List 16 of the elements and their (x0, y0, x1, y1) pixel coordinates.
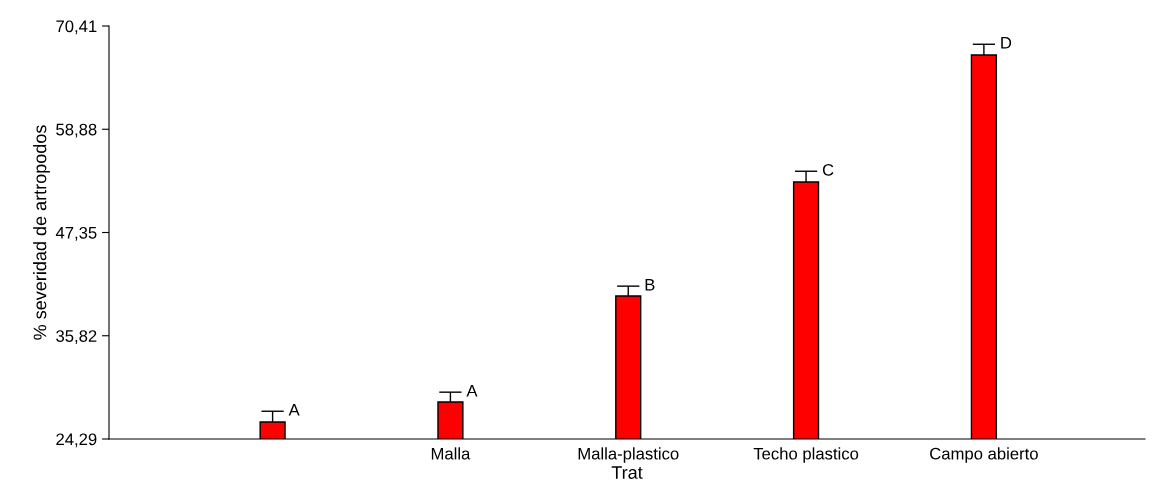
x-tick-label: Campo abierto (930, 447, 1038, 463)
y-axis-title: % severidad de artropodos (33, 125, 50, 340)
y-tick-label: 24,29 (56, 433, 97, 448)
data-label: D (1001, 37, 1012, 49)
data-label: A (466, 385, 478, 397)
y-tick-label: 58,88 (56, 123, 97, 138)
data-label: C (822, 163, 834, 176)
y-tick-label: 47,35 (55, 226, 97, 241)
data-label: A (288, 404, 300, 416)
x-axis-title: Trat (611, 466, 643, 479)
x-tick-label: Techo plastico (753, 447, 859, 463)
y-tick-label: 70,41 (56, 20, 97, 35)
y-tick-label: 35,82 (56, 330, 97, 344)
x-tick-label: Malla (431, 447, 471, 460)
data-label: B (645, 278, 655, 291)
x-tick-label: Malla-plastico (578, 447, 679, 463)
